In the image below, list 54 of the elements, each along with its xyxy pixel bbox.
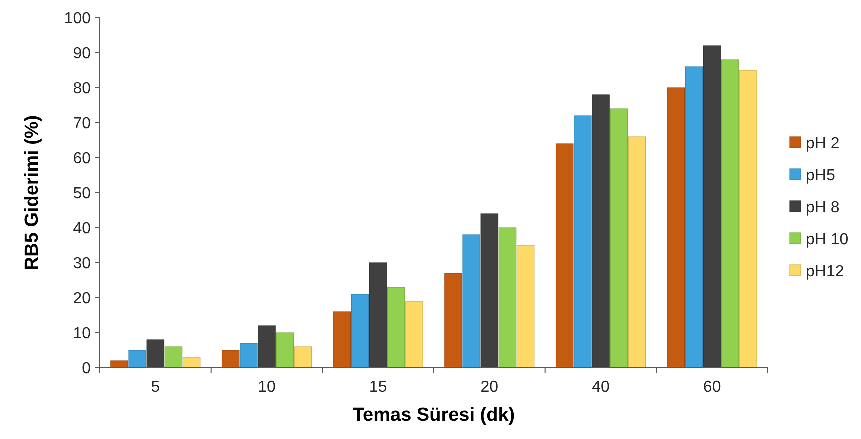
x-tick-label: 20 xyxy=(480,379,499,396)
bar xyxy=(703,46,722,368)
bar xyxy=(406,301,424,368)
bar xyxy=(498,228,517,368)
bar xyxy=(592,94,610,368)
bar xyxy=(740,70,758,368)
y-tick-label: 80 xyxy=(73,80,92,98)
bar xyxy=(369,262,388,368)
bar xyxy=(388,287,406,368)
y-tick-label: 50 xyxy=(73,186,92,203)
bar xyxy=(182,357,201,368)
legend-label: pH5 xyxy=(806,168,836,185)
bar xyxy=(574,116,592,368)
bar xyxy=(146,340,165,368)
bar xyxy=(628,136,646,368)
bar xyxy=(128,350,146,368)
bar xyxy=(667,88,686,368)
x-axis-title: Temas Süresi (dk) xyxy=(352,405,516,426)
bar xyxy=(276,332,294,368)
x-tick-label: 15 xyxy=(369,379,388,396)
bar xyxy=(685,66,704,368)
bar xyxy=(351,294,370,368)
bar xyxy=(222,350,240,368)
y-tick-label: 0 xyxy=(82,360,92,378)
legend-label: pH12 xyxy=(806,264,844,281)
bar xyxy=(333,312,352,368)
legend-label: pH 10 xyxy=(806,232,849,249)
y-axis-title: RB5 Giderimi (%) xyxy=(22,115,43,271)
y-tick-label: 70 xyxy=(73,116,92,133)
bar xyxy=(164,346,183,368)
y-tick-label: 90 xyxy=(73,46,92,63)
bar xyxy=(722,60,740,368)
legend-label: pH 2 xyxy=(806,136,840,153)
legend-label: pH 8 xyxy=(806,200,840,217)
y-tick-label: 100 xyxy=(64,10,92,28)
x-tick-label: 10 xyxy=(258,379,276,396)
x-tick-label: 40 xyxy=(592,379,610,396)
x-tick-label: 60 xyxy=(703,379,722,396)
y-tick-label: 40 xyxy=(73,220,92,238)
bar xyxy=(610,108,628,368)
bar xyxy=(556,144,574,368)
bar xyxy=(480,214,499,368)
bar xyxy=(444,273,462,368)
y-tick-label: 10 xyxy=(73,326,92,343)
bar xyxy=(516,245,535,368)
bar xyxy=(110,360,128,368)
bar xyxy=(462,234,480,368)
bar xyxy=(294,346,312,368)
y-tick-label: 60 xyxy=(73,150,92,168)
y-tick-label: 30 xyxy=(73,256,92,273)
x-tick-label: 5 xyxy=(151,379,160,396)
y-tick-label: 20 xyxy=(73,290,92,308)
bar xyxy=(240,343,258,368)
bar xyxy=(258,326,276,368)
